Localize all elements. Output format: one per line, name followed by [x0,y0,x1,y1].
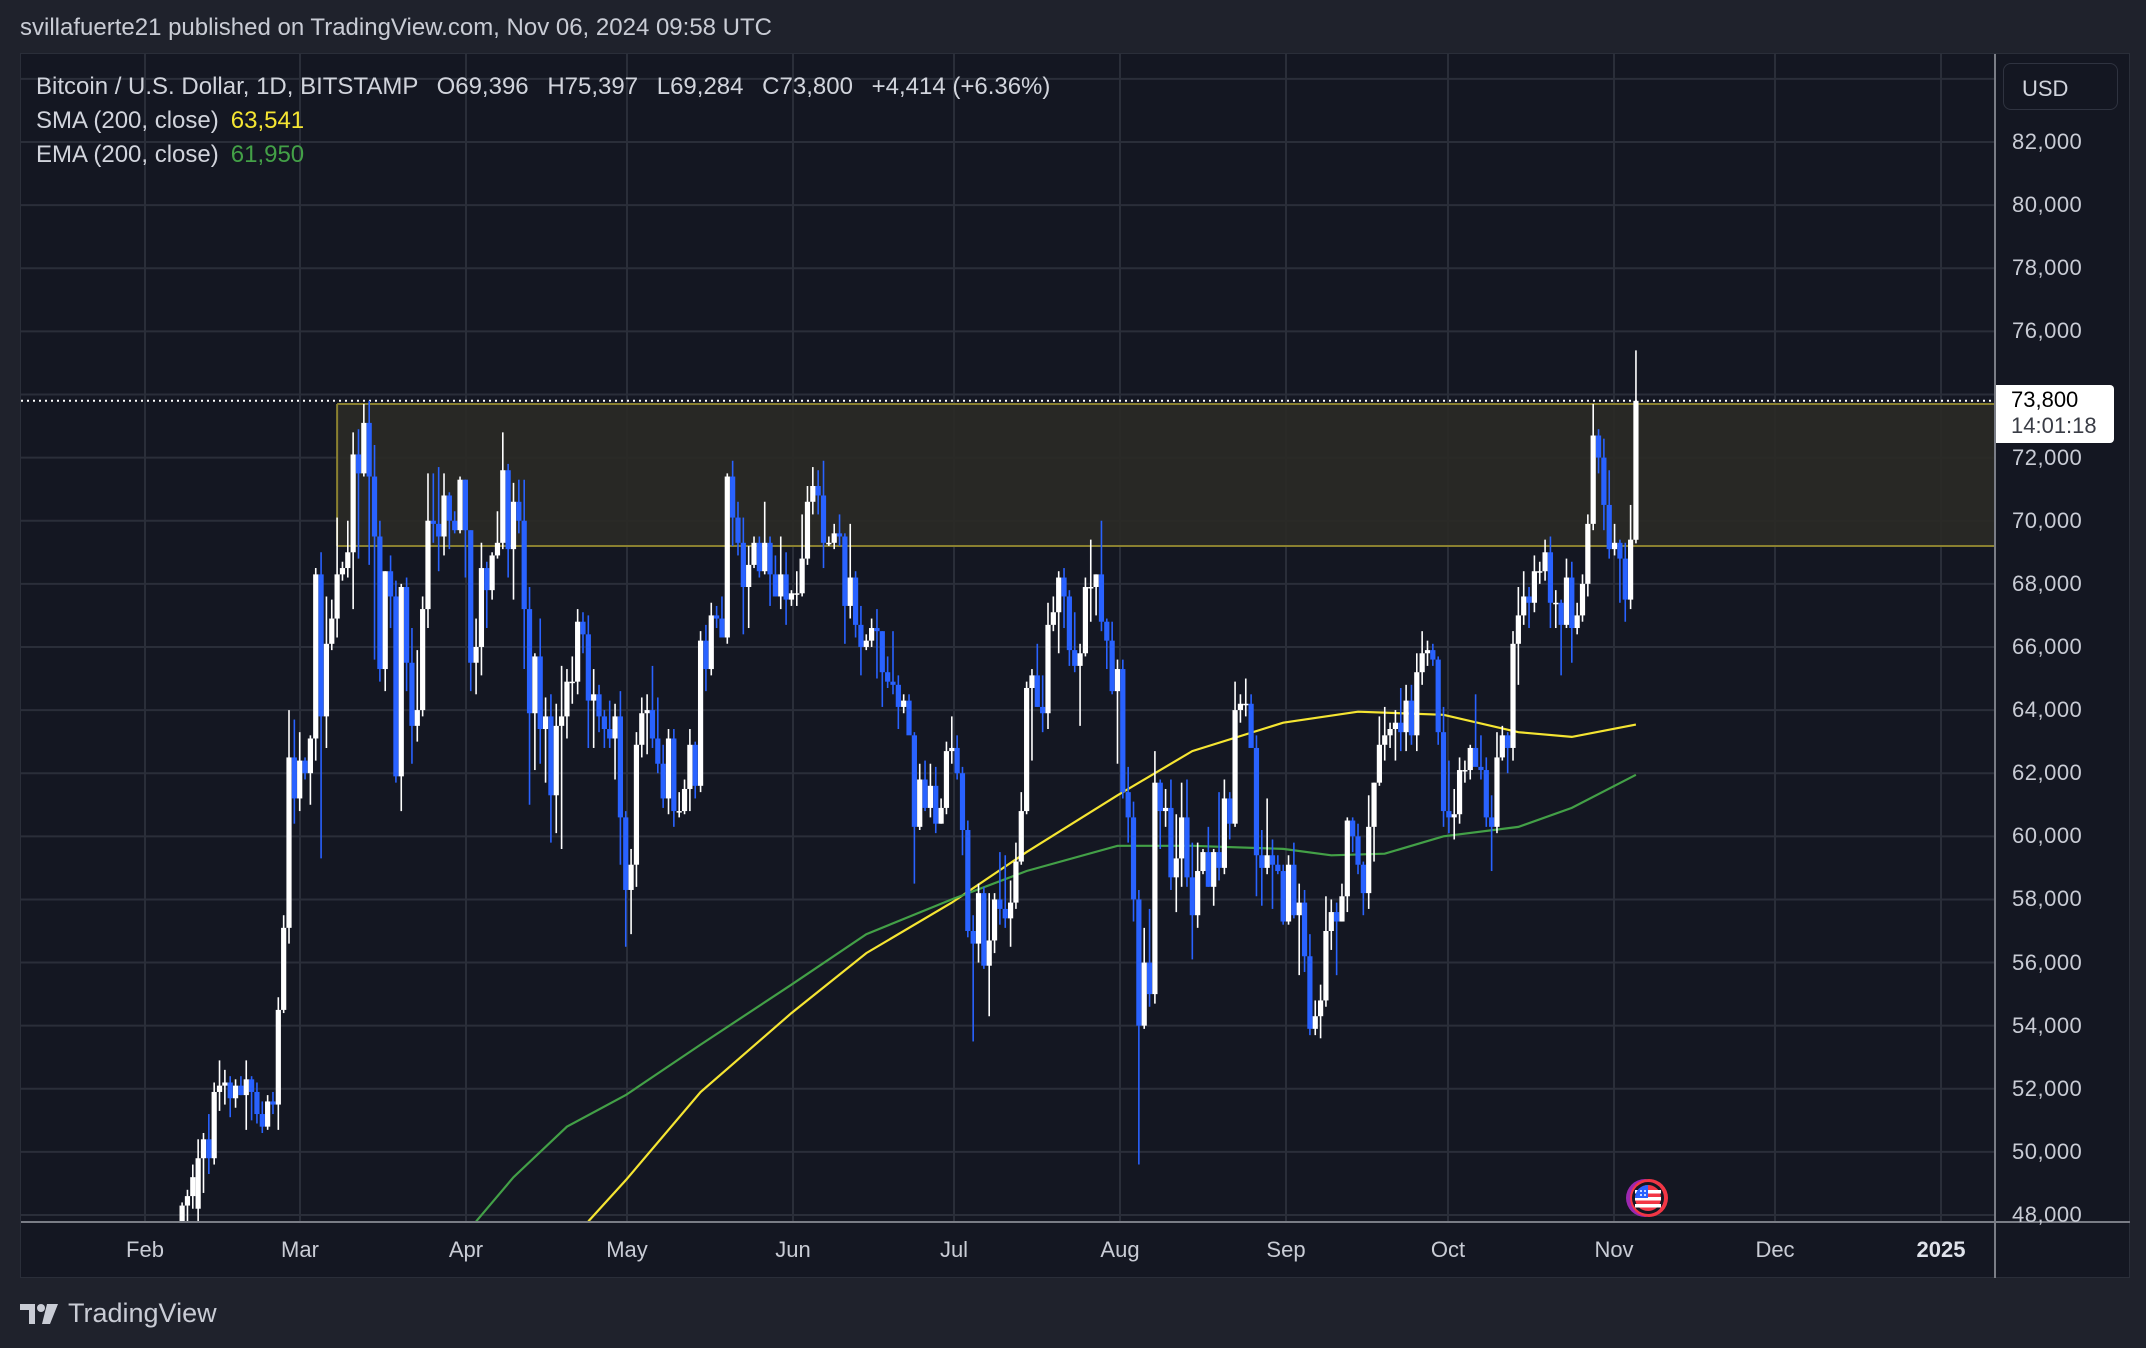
brand-name: TradingView [68,1298,217,1328]
symbol-title[interactable]: Bitcoin / U.S. Dollar, 1D, BITSTAMP [36,73,418,100]
time-tick-label: 2025 [1916,1237,1966,1262]
time-tick-label: Dec [1755,1237,1795,1262]
last-price-value: 73,800 [2011,387,2079,412]
price-tick-label: 76,000 [2012,318,2083,344]
tradingview-logo-icon [20,1303,58,1324]
time-tick-label: Sep [1266,1237,1306,1262]
currency-button[interactable]: USD [2003,63,2118,110]
price-tick-label: 54,000 [2012,1012,2083,1038]
close-value: C73,800 [762,73,853,100]
ema-value: 61,950 [230,141,305,168]
time-tick-label: Feb [126,1237,164,1262]
price-tick-label: 56,000 [2012,949,2083,975]
open-value: O69,396 [436,73,529,100]
price-tick-label: 48,000 [2012,1202,2083,1228]
time-tick-label: Nov [1594,1237,1634,1262]
sma-legend-row[interactable]: SMA (200, close) 63,541 [36,104,1050,138]
high-value: H75,397 [547,73,639,100]
price-tick-label: 72,000 [2012,444,2083,470]
time-tick-label: May [606,1237,648,1262]
low-value: L69,284 [656,73,744,100]
price-tick-label: 64,000 [2012,697,2083,723]
change-value: +4,414 (+6.36%) [871,73,1051,100]
price-tick-label: 70,000 [2012,507,2083,533]
last-price-tag: 73,800 14:01:18 [1996,385,2114,443]
time-tick-label: Jun [775,1237,811,1262]
price-tick-label: 68,000 [2012,570,2083,596]
price-tick-label: 82,000 [2012,129,2083,154]
ema-legend-row[interactable]: EMA (200, close) 61,950 [36,138,1050,172]
price-tick-label: 58,000 [2012,886,2083,912]
price-tick-label: 80,000 [2012,192,2083,218]
price-tick-label: 62,000 [2012,760,2083,786]
time-tick-label: Mar [281,1237,319,1262]
sma-value: 63,541 [230,107,305,134]
price-tick-label: 66,000 [2012,633,2083,659]
price-tick-label: 78,000 [2012,255,2083,281]
symbol-ohlc-row: Bitcoin / U.S. Dollar, 1D, BITSTAMP O69,… [36,70,1050,104]
us-flag-event-icon[interactable] [1622,1176,1672,1220]
tradingview-brand[interactable]: TradingView [20,1298,217,1329]
time-tick-label: Apr [448,1237,484,1262]
ema-label: EMA (200, close) [36,141,219,168]
price-tick-label: 52,000 [2012,1075,2083,1101]
bar-countdown: 14:01:18 [2011,413,2097,438]
chart-legend: Bitcoin / U.S. Dollar, 1D, BITSTAMP O69,… [36,70,1050,172]
price-tick-label: 60,000 [2012,823,2083,849]
time-tick-label: Oct [1430,1237,1466,1262]
sma-label: SMA (200, close) [36,107,219,134]
price-tick-label: 50,000 [2012,1138,2083,1164]
time-tick-label: Jul [939,1237,969,1262]
time-tick-label: Aug [1100,1237,1140,1262]
published-caption: svillafuerte21 published on TradingView.… [20,14,773,41]
